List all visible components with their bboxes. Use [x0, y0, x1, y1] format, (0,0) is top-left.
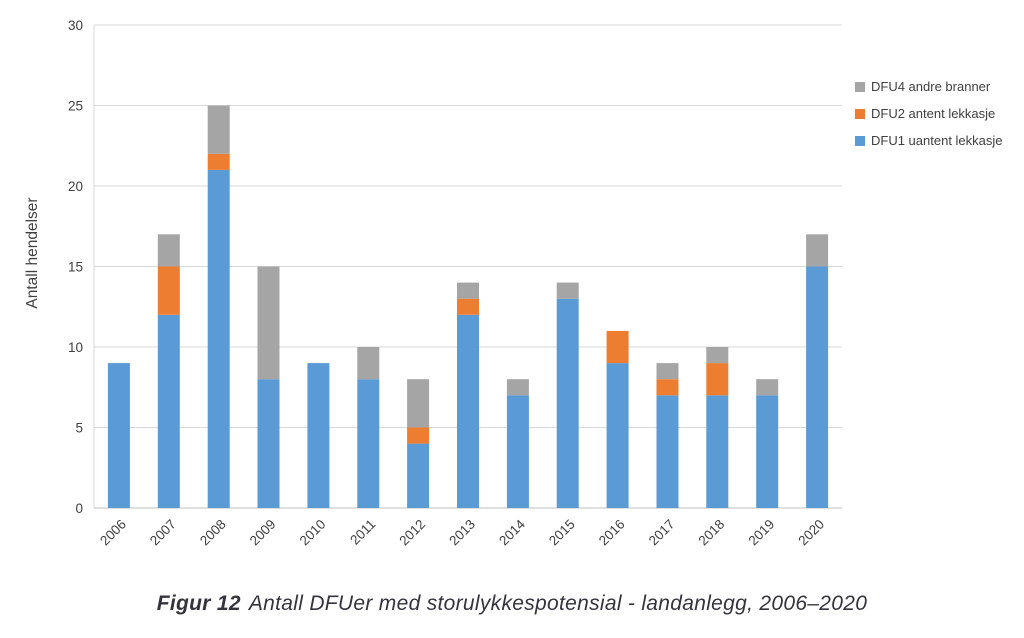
- bar-segment: [157, 314, 180, 508]
- bar-segment: [556, 282, 579, 299]
- x-tick-label: 2018: [696, 517, 728, 549]
- x-tick-label: 2020: [795, 517, 827, 549]
- bar-segment: [407, 443, 430, 508]
- bar-segment: [706, 395, 729, 508]
- bar-segment: [606, 330, 629, 364]
- bar-segment: [606, 363, 629, 508]
- y-tick-label: 25: [68, 99, 83, 114]
- y-tick-label: 20: [68, 179, 83, 194]
- legend-item-dfu1: DFU1 uantent lekkasje: [855, 127, 1003, 154]
- x-tick-label: 2015: [546, 517, 578, 549]
- bar-segment: [706, 347, 729, 364]
- bar-segment: [506, 395, 529, 508]
- x-tick-label: 2007: [147, 517, 179, 549]
- y-tick-label: 30: [68, 18, 83, 33]
- bar-segment: [806, 266, 829, 508]
- bar-segment: [506, 379, 529, 396]
- bar-segment: [656, 379, 679, 396]
- bar-segment: [357, 347, 380, 380]
- bar-segment: [756, 395, 779, 508]
- y-tick-label: 15: [68, 260, 83, 275]
- bar-segment: [357, 379, 380, 508]
- x-tick-label: 2010: [297, 517, 329, 549]
- y-tick-label: 5: [75, 421, 83, 436]
- x-tick-label: 2016: [596, 517, 628, 549]
- legend: DFU4 andre branner DFU2 antent lekkasje …: [855, 73, 1003, 154]
- bar-segment: [556, 298, 579, 508]
- bar-segment: [207, 105, 230, 154]
- bar-segment: [307, 363, 330, 508]
- bar-segment: [257, 379, 280, 508]
- x-tick-label: 2012: [396, 517, 428, 549]
- figure-caption: Figur 12 Antall DFUer med storulykkespote…: [0, 592, 1024, 616]
- x-tick-label: 2014: [496, 516, 528, 548]
- bar-segment: [257, 266, 280, 380]
- legend-swatch-dfu4: [855, 81, 865, 92]
- bar-segment: [656, 363, 679, 380]
- y-tick-label: 10: [68, 340, 83, 355]
- bar-segment: [207, 153, 230, 170]
- bar-segment: [656, 395, 679, 508]
- legend-label-dfu4: DFU4 andre branner: [871, 79, 991, 94]
- legend-label-dfu1: DFU1 uantent lekkasje: [871, 133, 1003, 148]
- bar-segment: [207, 169, 230, 508]
- legend-swatch-dfu2: [855, 108, 865, 119]
- legend-swatch-dfu1: [855, 135, 865, 146]
- legend-item-dfu2: DFU2 antent lekkasje: [855, 100, 1003, 127]
- bar-segment: [407, 379, 430, 428]
- x-tick-label: 2009: [247, 517, 279, 549]
- chart-svg: 0 5 10 15 20 25 30 2006 2007 2008 2009 2010 2011 2012…: [68, 18, 842, 549]
- x-tick-label: 2019: [745, 517, 777, 549]
- bar-segment: [756, 379, 779, 396]
- bar-segment: [457, 282, 479, 299]
- bar-segment: [407, 427, 430, 444]
- x-tick-label: 2006: [97, 517, 129, 549]
- bar-segment: [157, 234, 180, 267]
- x-tick-label: 2017: [646, 517, 678, 549]
- bar-segment: [457, 298, 479, 315]
- caption-label: Figur 12: [156, 592, 241, 615]
- bar-segment: [706, 363, 729, 396]
- legend-item-dfu4: DFU4 andre branner: [855, 73, 1003, 100]
- bar-segment: [107, 363, 130, 508]
- caption-text: Antall DFUer med storulykkespotensial - …: [248, 592, 868, 615]
- x-tick-label: 2011: [347, 517, 378, 548]
- x-tick-label: 2008: [197, 517, 229, 549]
- x-tick-label: 2013: [446, 517, 478, 549]
- legend-label-dfu2: DFU2 antent lekkasje: [871, 106, 996, 121]
- bar-segment: [157, 266, 180, 315]
- y-tick-label: 0: [75, 501, 83, 516]
- bar-segment: [806, 234, 829, 267]
- bar-segment: [457, 314, 479, 508]
